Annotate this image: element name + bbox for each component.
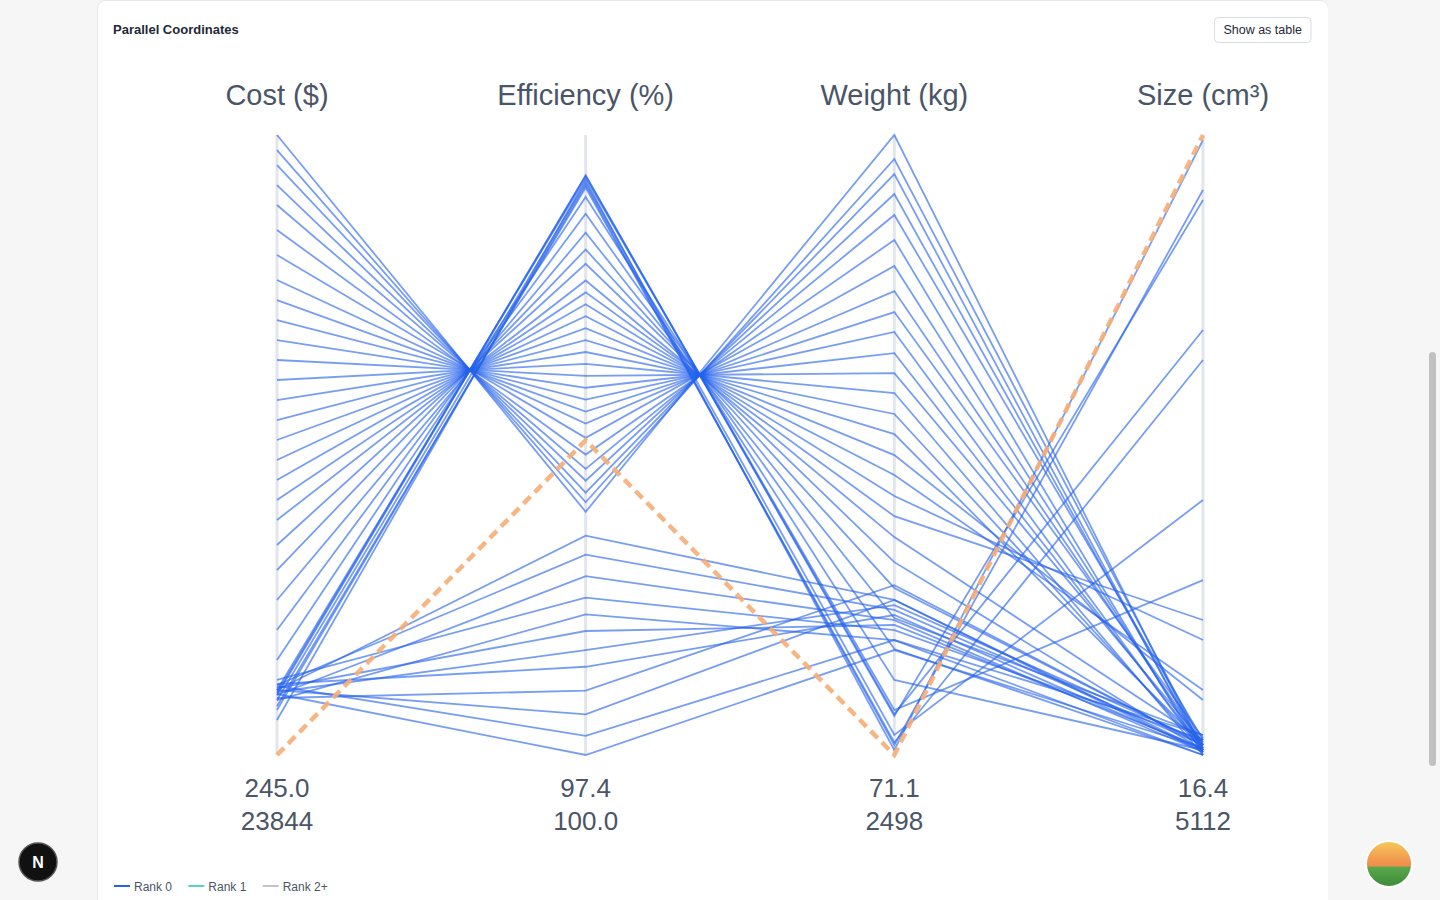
data-line: [277, 576, 1203, 752]
data-line: [277, 614, 1203, 755]
data-line: [277, 230, 1203, 755]
axis-title: Efficiency (%): [497, 79, 674, 111]
axis-line: [1202, 135, 1205, 755]
legend-item: Rank 2+: [263, 880, 328, 894]
card-outer: [1328, 0, 1426, 900]
data-line: [277, 364, 1203, 755]
legend-label: Rank 0: [134, 880, 172, 894]
data-line: [277, 555, 1203, 745]
data-line: [277, 280, 1203, 740]
legend-label: Rank 2+: [283, 880, 328, 894]
legend-item: Rank 1: [188, 880, 246, 894]
axis: Weight (kg) 71.12498: [820, 79, 968, 836]
data-line: [277, 600, 1203, 752]
scrollbar: [1429, 352, 1436, 766]
data-line: [277, 328, 1203, 700]
show-table-button[interactable]: Show as table: [1214, 18, 1311, 43]
data-line: [277, 165, 1203, 752]
legend: Rank 0 Rank 1 Rank 2+: [114, 880, 328, 894]
badge-circle[interactable]: [19, 843, 57, 881]
lines: [277, 135, 1203, 755]
data-line: [277, 264, 1203, 750]
legend-item: Rank 0: [114, 880, 172, 894]
range-label: 100.0: [553, 806, 618, 836]
data-line: [277, 249, 1203, 745]
data-line: [277, 650, 1203, 755]
data-line: [277, 176, 1203, 716]
range-label: 5112: [1175, 806, 1231, 836]
axis-line: [276, 135, 279, 755]
axis-line: [893, 135, 896, 755]
data-line: [277, 233, 1203, 735]
axes: Cost ($) 245.023844 Efficiency (%) 97.4100.…: [225, 79, 1269, 836]
range-label: 245.0: [244, 773, 309, 803]
dev-badge[interactable]: N: [19, 843, 57, 881]
data-line: [277, 150, 1203, 745]
range-label: 71.1: [869, 773, 920, 803]
chart-title: Parallel Coordinates: [113, 22, 239, 37]
axis-title: Cost ($): [225, 79, 328, 111]
data-line: [277, 598, 1203, 740]
data-line: [277, 187, 1203, 742]
button-box[interactable]: [1214, 18, 1311, 43]
avatar-circle[interactable]: [1366, 841, 1412, 887]
data-line: [277, 183, 1203, 735]
page: Parallel Coordinates Show as table Cost ($…: [0, 0, 1440, 900]
axis-line: [584, 135, 587, 755]
axis-title: Size (cm³): [1137, 79, 1269, 111]
legend-swatch: [188, 885, 204, 887]
avatar[interactable]: [1366, 841, 1412, 887]
highlight-line: [277, 135, 1203, 755]
legend-swatch: [263, 885, 279, 887]
range-label: 97.4: [560, 773, 611, 803]
badge-letter[interactable]: N: [32, 854, 44, 871]
range-label: 2498: [865, 806, 923, 836]
data-line: [277, 625, 1203, 748]
button-label[interactable]: Show as table: [1223, 23, 1302, 37]
card: [98, 1, 1329, 900]
data-line: [277, 536, 1203, 750]
data-line: [277, 140, 1203, 750]
range-label: 23844: [241, 806, 313, 836]
axis-title: Weight (kg): [820, 79, 968, 111]
axis: Efficiency (%) 97.4100.0: [497, 79, 674, 836]
data-line: [277, 292, 1203, 620]
range-label: 16.4: [1178, 773, 1229, 803]
data-line: [277, 214, 1203, 755]
legend-swatch: [114, 885, 130, 887]
data-line: [277, 615, 1203, 750]
legend-label: Rank 1: [208, 880, 246, 894]
data-line: [277, 320, 1203, 752]
